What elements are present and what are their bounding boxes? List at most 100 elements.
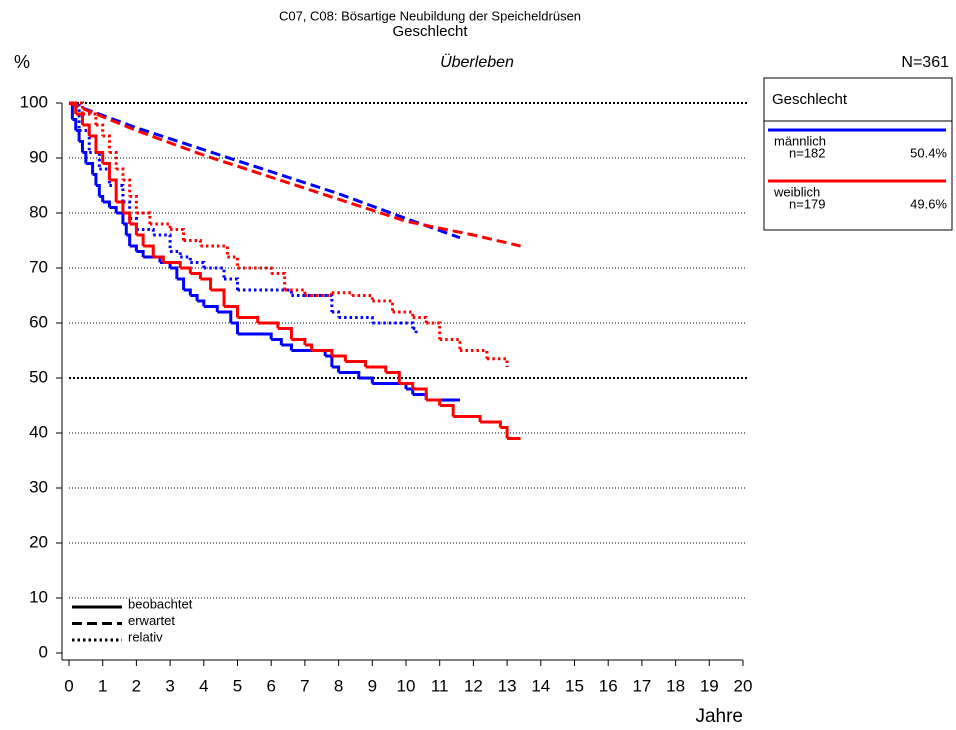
survival-step bbox=[237, 316, 260, 323]
x-tick-label: 19 bbox=[700, 676, 719, 695]
survival-step bbox=[338, 316, 374, 323]
survival-step bbox=[190, 261, 206, 268]
survival-step bbox=[102, 162, 111, 180]
survival-step bbox=[237, 266, 273, 274]
survival-step bbox=[217, 310, 233, 323]
survival-step bbox=[345, 360, 368, 367]
survival-step bbox=[190, 272, 202, 279]
survival-step bbox=[291, 338, 307, 345]
x-tick-label: 4 bbox=[199, 676, 208, 695]
survival-step bbox=[200, 244, 229, 257]
survival-step bbox=[82, 151, 88, 164]
x-tick-label: 5 bbox=[233, 676, 242, 695]
y-tick-label: 40 bbox=[29, 422, 48, 441]
survival-step bbox=[163, 261, 182, 268]
survival-step bbox=[69, 101, 81, 131]
legend-share: 49.6% bbox=[910, 196, 947, 211]
survival-step bbox=[331, 310, 341, 318]
survival-step bbox=[331, 354, 347, 362]
x-tick-label: 10 bbox=[397, 676, 416, 695]
survival-step bbox=[102, 200, 111, 208]
survival-step bbox=[82, 123, 91, 136]
chart-title: C07, C08: Bösartige Neubildung der Speic… bbox=[279, 8, 581, 23]
survival-step bbox=[439, 338, 462, 351]
survival-step bbox=[129, 222, 138, 235]
survival-step bbox=[75, 129, 81, 142]
survival-step bbox=[95, 123, 105, 136]
x-tick-label: 15 bbox=[565, 676, 584, 695]
x-tick-label: 16 bbox=[599, 676, 618, 695]
survival-step bbox=[183, 239, 202, 246]
y-tick-label: 60 bbox=[29, 312, 48, 331]
x-tick-label: 7 bbox=[300, 676, 309, 695]
survival-step bbox=[271, 338, 283, 345]
survival-step bbox=[224, 305, 239, 318]
survival-step bbox=[122, 211, 132, 224]
survival-step bbox=[129, 195, 138, 213]
survival-step bbox=[412, 316, 428, 323]
y-tick-label: 30 bbox=[29, 477, 48, 496]
survival-step bbox=[92, 173, 98, 186]
survival-step bbox=[180, 255, 192, 263]
survival-step bbox=[453, 415, 482, 422]
survival-step bbox=[385, 371, 401, 384]
x-tick-label: 8 bbox=[334, 676, 343, 695]
survival-step bbox=[122, 178, 132, 197]
survival-step bbox=[136, 228, 155, 235]
survival-step bbox=[89, 151, 101, 169]
y-tick-label: 80 bbox=[29, 202, 48, 221]
survival-step bbox=[291, 294, 334, 312]
survival-step bbox=[143, 244, 155, 257]
survival-step bbox=[116, 200, 125, 213]
survival-step bbox=[358, 376, 374, 384]
survival-step bbox=[325, 354, 334, 367]
survival-step bbox=[69, 101, 84, 114]
survival-step bbox=[99, 167, 111, 186]
y-tick-label: 50 bbox=[29, 367, 48, 386]
survival-curve bbox=[68, 101, 461, 240]
survival-step bbox=[89, 134, 98, 153]
survival-step bbox=[197, 299, 206, 307]
legend-share: 50.4% bbox=[910, 145, 947, 160]
survival-step bbox=[183, 288, 192, 296]
survival-step bbox=[102, 134, 111, 153]
survival-step bbox=[500, 426, 509, 439]
survival-step bbox=[203, 305, 219, 312]
survival-step bbox=[304, 343, 314, 351]
y-tick-label: 90 bbox=[29, 147, 48, 166]
survival-step bbox=[109, 206, 118, 213]
survival-step bbox=[338, 371, 361, 378]
survival-step bbox=[426, 398, 442, 406]
x-tick-label: 9 bbox=[368, 676, 377, 695]
survival-step bbox=[372, 299, 395, 312]
survival-step bbox=[129, 244, 138, 252]
x-tick-label: 2 bbox=[132, 676, 141, 695]
y-tick-label: 70 bbox=[29, 257, 48, 276]
x-tick-label: 13 bbox=[498, 676, 517, 695]
survival-step bbox=[109, 178, 118, 202]
survival-curve bbox=[68, 101, 521, 248]
survival-step bbox=[126, 233, 132, 246]
survival-step bbox=[486, 357, 509, 367]
x-tick-label: 12 bbox=[464, 676, 483, 695]
chart-subtitle: Geschlecht bbox=[392, 23, 468, 40]
chart-caption: Überleben bbox=[440, 53, 514, 71]
survival-step bbox=[439, 404, 455, 417]
style-label: beobachtet bbox=[128, 596, 193, 611]
survival-step bbox=[170, 228, 186, 241]
y-axis-label: % bbox=[14, 52, 30, 72]
survival-step bbox=[311, 349, 334, 356]
survival-step bbox=[170, 250, 182, 257]
survival-step bbox=[136, 211, 152, 224]
survival-step bbox=[406, 387, 415, 395]
survival-step bbox=[237, 332, 273, 340]
survival-step bbox=[412, 327, 418, 334]
x-tick-label: 18 bbox=[666, 676, 685, 695]
legend-label: weiblich bbox=[773, 184, 820, 199]
survival-step bbox=[176, 277, 186, 290]
survival-step bbox=[224, 277, 239, 290]
x-tick-label: 6 bbox=[266, 676, 275, 695]
survival-step bbox=[82, 112, 98, 125]
legend-box bbox=[763, 77, 953, 231]
